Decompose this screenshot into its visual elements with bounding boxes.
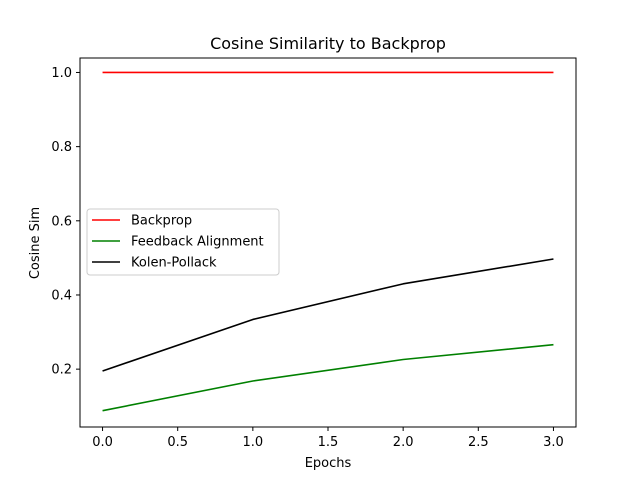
- legend-label-kolen-pollack: Kolen-Pollack: [131, 256, 217, 271]
- series-lines: [102, 71, 554, 412]
- x-tick-label: 3.0: [543, 435, 564, 450]
- x-axis-label: Epochs: [305, 456, 352, 471]
- legend: Backprop Feedback Alignment Kolen-Pollack: [86, 208, 280, 276]
- x-tick-label: 0.0: [92, 435, 113, 450]
- x-tick-label: 2.5: [468, 435, 489, 450]
- y-tick-label: 0.6: [51, 214, 72, 229]
- legend-box: [86, 208, 280, 276]
- x-tick-label: 2.0: [393, 435, 414, 450]
- legend-label-backprop: Backprop: [131, 214, 192, 229]
- chart-title: Cosine Similarity to Backprop: [210, 34, 446, 53]
- y-axis-label: Cosine Sim: [28, 207, 43, 279]
- y-tick-label: 1.0: [51, 66, 72, 81]
- y-tick-label: 0.8: [51, 140, 72, 155]
- series-line-feedback-alignment: [102, 343, 554, 412]
- x-tick-label: 1.0: [243, 435, 264, 450]
- series-line-kolen-pollack: [102, 258, 554, 372]
- y-tick-label: 0.2: [51, 363, 72, 378]
- y-tick-label: 0.4: [51, 288, 72, 303]
- x-axis: 0.0 0.5 1.0 1.5 2.0 2.5 3.0: [92, 427, 564, 450]
- y-axis: 0.2 0.4 0.6 0.8 1.0: [51, 66, 80, 378]
- x-tick-label: 0.5: [167, 435, 188, 450]
- x-tick-label: 1.5: [318, 435, 339, 450]
- legend-label-feedback-alignment: Feedback Alignment: [131, 235, 264, 250]
